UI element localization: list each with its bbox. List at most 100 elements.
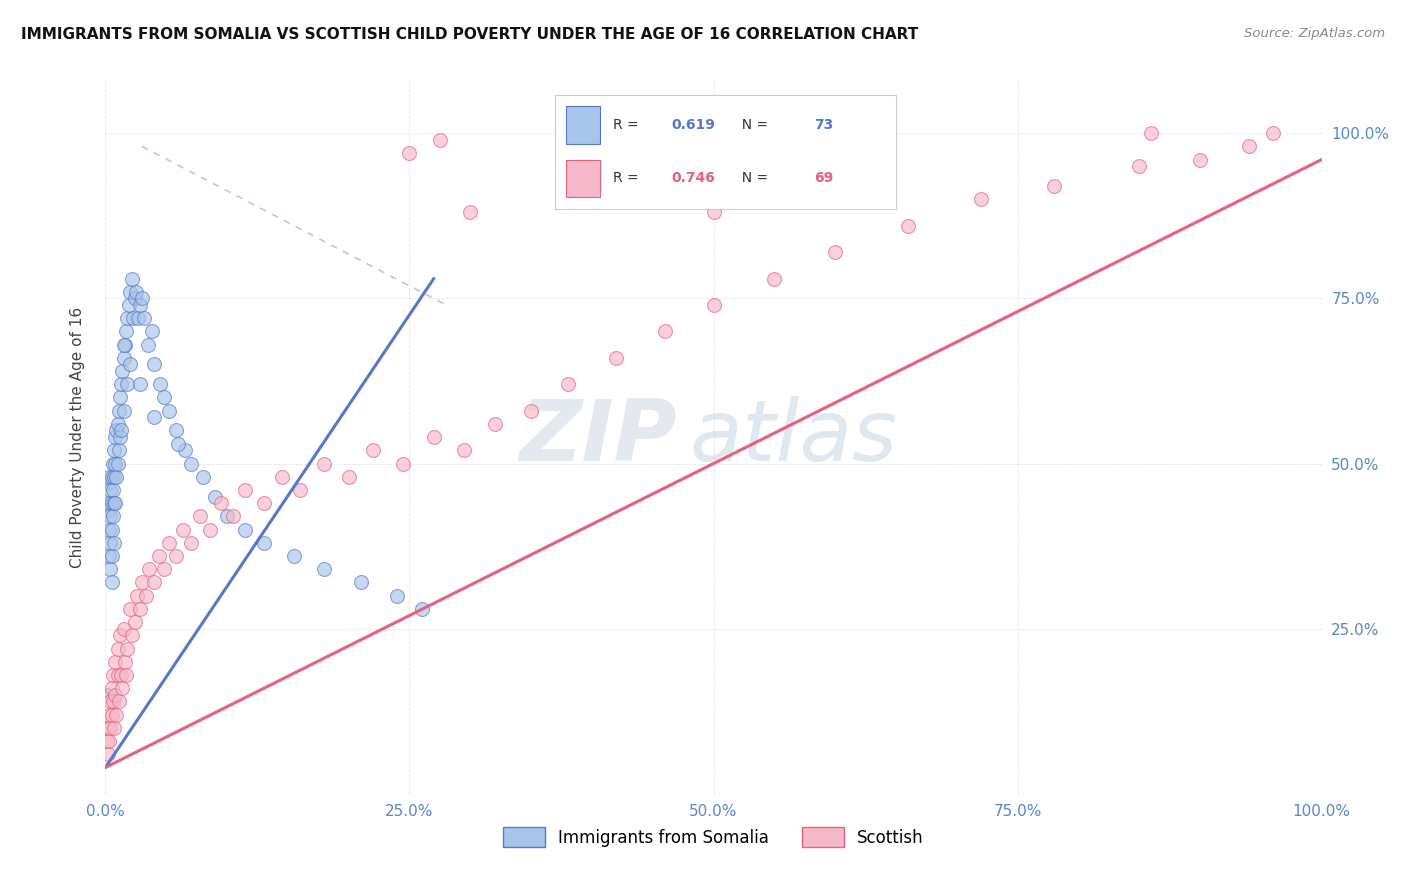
Point xyxy=(104,655,127,669)
Point xyxy=(98,721,121,735)
Point xyxy=(96,734,118,748)
Point xyxy=(654,324,676,338)
Point xyxy=(97,502,120,516)
Point xyxy=(136,337,159,351)
Point xyxy=(204,490,226,504)
Point xyxy=(104,688,127,702)
Point xyxy=(98,469,121,483)
Point xyxy=(98,549,121,563)
Point xyxy=(105,707,128,722)
Point xyxy=(100,469,122,483)
Point xyxy=(1189,153,1212,167)
Point xyxy=(100,496,122,510)
Point xyxy=(233,523,256,537)
Point xyxy=(114,337,136,351)
Point xyxy=(112,351,135,365)
Point xyxy=(101,694,124,708)
Point xyxy=(153,562,176,576)
Point xyxy=(112,622,135,636)
Point xyxy=(104,496,127,510)
Point xyxy=(198,523,221,537)
Point xyxy=(131,575,153,590)
Point xyxy=(124,615,146,629)
Point xyxy=(110,424,132,438)
Point xyxy=(98,694,121,708)
Point xyxy=(172,523,194,537)
Point xyxy=(110,668,132,682)
Point xyxy=(128,298,150,312)
Point xyxy=(702,205,725,219)
Point xyxy=(222,509,245,524)
Point xyxy=(111,364,134,378)
Point xyxy=(98,496,121,510)
Point xyxy=(128,377,150,392)
Point xyxy=(1140,126,1163,140)
Point xyxy=(100,707,122,722)
Point xyxy=(398,145,420,160)
Point xyxy=(453,443,475,458)
Point xyxy=(125,285,148,299)
Point xyxy=(702,298,725,312)
Point xyxy=(107,641,129,656)
Point xyxy=(134,311,156,326)
Point xyxy=(100,681,122,695)
Point xyxy=(180,457,202,471)
Point xyxy=(138,562,160,576)
Point xyxy=(824,245,846,260)
Point xyxy=(108,391,131,405)
Point xyxy=(98,734,121,748)
Point xyxy=(605,351,627,365)
Point xyxy=(143,575,166,590)
Point xyxy=(423,430,446,444)
Point xyxy=(103,496,125,510)
Point xyxy=(1261,126,1284,140)
Point xyxy=(283,549,305,563)
Point xyxy=(117,377,139,392)
Point xyxy=(180,536,202,550)
Point xyxy=(143,358,166,372)
Point xyxy=(124,291,146,305)
Point xyxy=(188,509,211,524)
Point xyxy=(117,298,139,312)
Text: Source: ZipAtlas.com: Source: ZipAtlas.com xyxy=(1244,27,1385,40)
Point xyxy=(101,668,124,682)
Point xyxy=(105,424,128,438)
Point xyxy=(252,536,274,550)
Point xyxy=(233,483,256,497)
Point xyxy=(173,443,195,458)
Point xyxy=(361,443,384,458)
Point xyxy=(217,509,239,524)
Point xyxy=(125,589,148,603)
Point xyxy=(458,205,481,219)
Point xyxy=(118,285,141,299)
Point xyxy=(97,747,120,762)
Point xyxy=(108,694,131,708)
Point xyxy=(157,536,180,550)
Point xyxy=(350,575,373,590)
Point xyxy=(103,443,125,458)
Point xyxy=(112,337,135,351)
Point xyxy=(1043,179,1066,194)
Point xyxy=(128,602,150,616)
Point xyxy=(117,641,139,656)
Point xyxy=(121,271,143,285)
Point xyxy=(314,457,336,471)
Point xyxy=(111,681,134,695)
Point xyxy=(103,469,125,483)
Point xyxy=(115,324,138,338)
Point xyxy=(107,417,129,431)
Point xyxy=(108,628,131,642)
Point xyxy=(101,509,124,524)
Point xyxy=(101,483,124,497)
Point xyxy=(127,311,149,326)
Point xyxy=(112,403,135,417)
Point xyxy=(108,443,131,458)
Point xyxy=(97,476,120,491)
Point xyxy=(165,424,187,438)
Point xyxy=(114,655,136,669)
Point xyxy=(167,436,190,450)
Point xyxy=(1237,139,1260,153)
Point xyxy=(98,509,121,524)
Point xyxy=(107,668,129,682)
Point xyxy=(117,311,139,326)
